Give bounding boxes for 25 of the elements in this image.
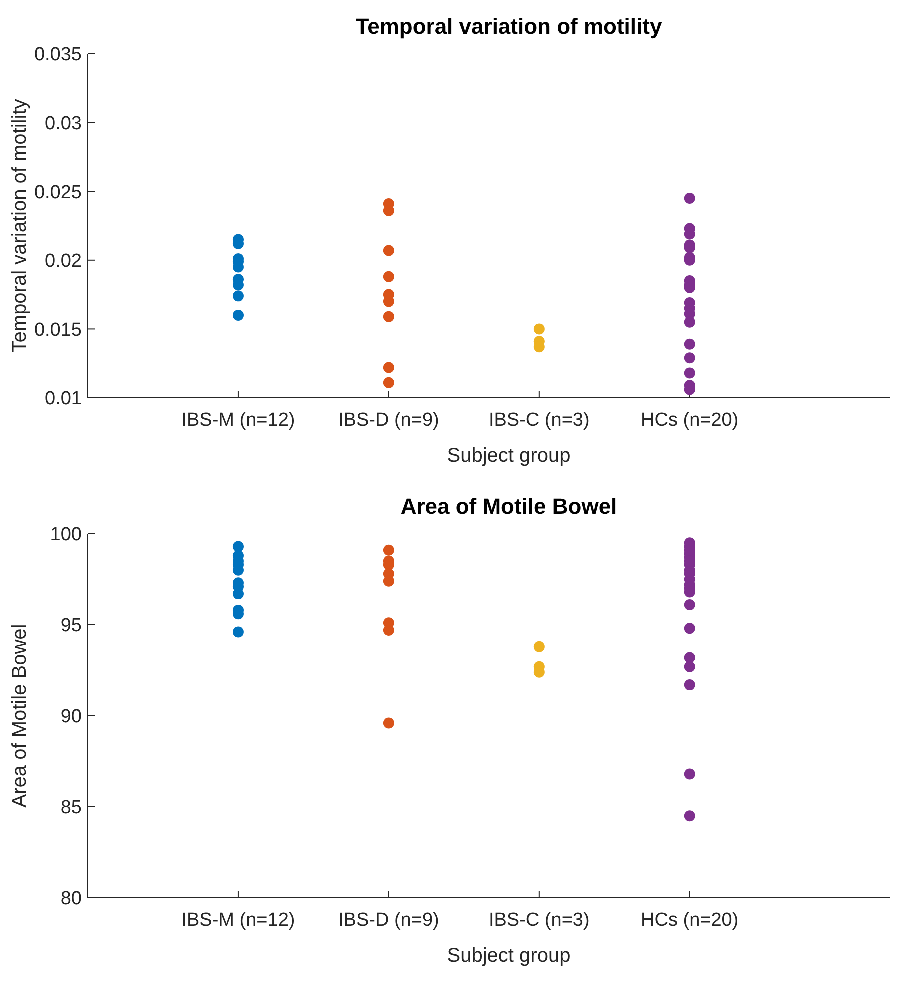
y-tick-label: 95 xyxy=(60,616,82,637)
x-tick-label: HCs (n=20) xyxy=(641,410,739,431)
x-tick-label: IBS-M (n=12) xyxy=(182,910,296,931)
x-tick-label: IBS-D (n=9) xyxy=(338,410,440,431)
x-axis-title: Subject group xyxy=(447,945,571,967)
x-tick-label: IBS-C (n=3) xyxy=(488,410,590,431)
y-tick-label: 80 xyxy=(60,888,82,910)
y-tick-label: 85 xyxy=(60,798,82,819)
y-tick-label: 0.035 xyxy=(34,44,82,66)
y-tick-label: 0.01 xyxy=(45,388,82,410)
x-axis-title: Subject group xyxy=(447,445,571,467)
x-tick-label: IBS-C (n=3) xyxy=(488,910,590,931)
y-axis-title: Temporal variation of motility xyxy=(9,99,31,353)
y-tick-label: 0.025 xyxy=(34,182,82,204)
chart-title: Temporal variation of motility xyxy=(356,14,663,39)
y-tick-label: 90 xyxy=(60,706,82,728)
x-tick-label: HCs (n=20) xyxy=(641,910,739,931)
y-tick-label: 0.03 xyxy=(45,113,82,134)
y-tick-label: 0.015 xyxy=(34,320,82,341)
x-tick-label: IBS-M (n=12) xyxy=(182,410,296,431)
y-tick-label: 100 xyxy=(50,524,82,546)
chart-title: Area of Motile Bowel xyxy=(400,494,618,519)
y-axis-title: Area of Motile Bowel xyxy=(9,624,31,808)
x-tick-label: IBS-D (n=9) xyxy=(338,910,440,931)
y-tick-label: 0.02 xyxy=(45,251,82,272)
